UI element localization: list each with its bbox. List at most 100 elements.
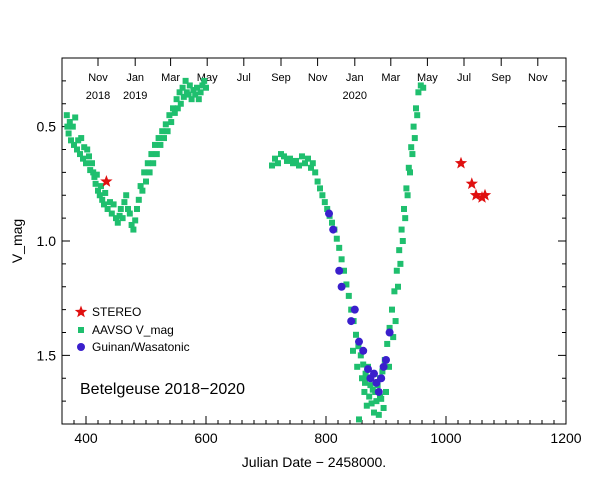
aavso-v-mag-point-146 [420, 84, 427, 91]
aavso-v-mag-point-55 [152, 141, 158, 148]
aavso-v-mag-point-28 [102, 189, 109, 196]
aavso-v-mag-point-92 [287, 155, 293, 162]
marks-layer [63, 77, 492, 423]
aavso-v-mag-point-143 [413, 105, 419, 112]
aavso-v-mag-point-22 [93, 171, 100, 178]
aavso-v-mag-point-54 [150, 160, 157, 167]
aavso-v-mag-point-41 [126, 210, 133, 217]
aavso-v-mag-point-16 [86, 153, 92, 160]
aavso-v-mag-point-63 [166, 112, 173, 119]
aavso-v-mag-point-53 [148, 151, 155, 158]
aavso-v-mag-point-118 [353, 331, 359, 338]
aavso-v-mag-point-61 [162, 121, 169, 128]
aavso-v-mag-point-27 [101, 201, 107, 208]
aavso-v-mag-point-88 [275, 160, 281, 167]
legend-label-stereo: STEREO [92, 305, 141, 319]
aavso-v-mag-point-24 [96, 192, 103, 199]
aavso-v-mag-point-70 [177, 100, 184, 107]
aavso-v-mag-point-134 [391, 288, 398, 295]
aavso-v-mag-point-169 [397, 260, 404, 267]
aavso-v-mag-point-57 [155, 135, 162, 142]
guinan-wasatonic-point-7 [359, 346, 368, 355]
x-tick-label: 400 [74, 430, 98, 446]
aavso-v-mag-point-81 [195, 96, 202, 103]
aavso-v-mag-point-137 [398, 226, 405, 233]
aavso-v-mag-point-65 [170, 105, 176, 112]
aavso-v-mag-point-155 [373, 398, 380, 405]
top-month-label: Sep [491, 72, 511, 84]
aavso-v-mag-point-84 [201, 77, 208, 84]
legend-swatch-guinan [77, 343, 85, 351]
aavso-v-mag-point-150 [361, 388, 368, 395]
aavso-v-mag-point-94 [293, 157, 299, 164]
y-tick-label: 1.0 [37, 233, 57, 249]
aavso-v-mag-point-138 [401, 205, 407, 212]
aavso-v-mag-point-124 [367, 382, 374, 389]
aavso-v-mag-point-95 [296, 162, 302, 169]
top-month-label: Jul [237, 72, 251, 84]
aavso-v-mag-point-18 [89, 160, 95, 167]
aavso-v-mag-point-147 [350, 347, 356, 354]
aavso-v-mag-point-78 [190, 87, 197, 94]
aavso-v-mag-point-71 [179, 84, 186, 91]
aavso-v-mag-point-37 [119, 215, 126, 222]
aavso-v-mag-point-90 [281, 153, 287, 160]
aavso-v-mag-point-167 [392, 318, 399, 325]
top-month-label: Nov [528, 72, 548, 84]
guinan-wasatonic-point-4 [347, 317, 356, 326]
top-year-label: 2020 [343, 90, 367, 102]
top-year-label: 2019 [123, 90, 147, 102]
x-tick-label: 1000 [430, 430, 461, 446]
aavso-v-mag-point-171 [402, 215, 409, 222]
aavso-v-mag-point-49 [141, 169, 148, 176]
aavso-v-mag-point-154 [371, 409, 377, 416]
aavso-v-mag-point-77 [188, 96, 195, 103]
aavso-v-mag-point-151 [363, 402, 370, 409]
aavso-v-mag-point-67 [173, 96, 180, 103]
aavso-v-mag-point-149 [359, 375, 365, 382]
aavso-v-mag-point-119 [355, 343, 362, 350]
aavso-v-mag-point-144 [415, 89, 422, 96]
aavso-v-mag-point-139 [403, 185, 410, 192]
guinan-wasatonic-point-15 [382, 355, 390, 364]
aavso-v-mag-point-12 [80, 155, 86, 162]
aavso-v-mag-point-170 [399, 238, 406, 244]
aavso-v-mag-point-105 [321, 199, 328, 206]
top-month-label: Mar [381, 72, 400, 84]
aavso-v-mag-point-156 [375, 411, 382, 418]
aavso-v-mag-point-14 [83, 160, 89, 167]
aavso-v-mag-point-80 [194, 84, 200, 91]
aavso-v-mag-point-6 [71, 141, 77, 148]
aavso-v-mag-point-115 [345, 292, 352, 299]
aavso-v-mag-point-102 [314, 178, 321, 185]
top-month-label: Nov [308, 72, 328, 84]
legend-swatch-stereo [74, 305, 88, 318]
aavso-v-mag-point-79 [192, 91, 199, 98]
aavso-v-mag-point-73 [182, 77, 189, 84]
aavso-v-mag-point-58 [157, 141, 164, 148]
x-tick-label: 600 [194, 430, 218, 446]
aavso-v-mag-point-164 [377, 393, 383, 400]
guinan-wasatonic-point-3 [337, 282, 346, 291]
aavso-v-mag-point-7 [72, 114, 79, 121]
aavso-v-mag-point-72 [180, 93, 187, 100]
aavso-v-mag-point-21 [92, 180, 99, 187]
aavso-v-mag-point-33 [113, 215, 119, 222]
aavso-v-mag-point-111 [336, 244, 343, 251]
aavso-v-mag-point-3 [66, 119, 73, 126]
guinan-wasatonic-point-8 [364, 365, 372, 374]
top-month-label: May [417, 72, 438, 84]
aavso-v-mag-point-85 [203, 84, 209, 91]
y-tick-label: 1.5 [37, 347, 57, 363]
top-month-label: Jan [346, 72, 364, 84]
top-month-label: Jan [126, 72, 144, 84]
top-month-label: Nov [88, 72, 108, 84]
aavso-v-mag-point-39 [123, 192, 130, 199]
aavso-v-mag-point-101 [312, 169, 319, 176]
aavso-v-mag-point-60 [161, 135, 167, 142]
legend-marker [74, 305, 88, 318]
aavso-v-mag-point-97 [302, 160, 308, 167]
annotation-title: Betelgeuse 2018−2020 [80, 381, 245, 398]
aavso-v-mag-point-23 [95, 187, 101, 194]
aavso-v-mag-point-48 [139, 187, 146, 194]
